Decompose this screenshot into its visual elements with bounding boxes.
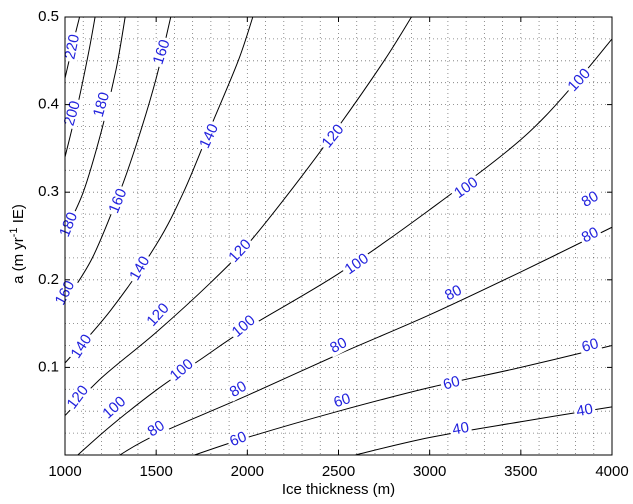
contour-label-text: 160 — [150, 38, 174, 67]
contour-label-background — [329, 389, 355, 412]
contour-label-background — [576, 186, 604, 212]
contour-label-180: 180 — [89, 88, 114, 122]
contour-label-text: 80 — [327, 334, 350, 357]
contour-label-background — [66, 329, 97, 364]
x-tick-label: 1500 — [139, 463, 172, 480]
contour-label-text: 220 — [61, 33, 83, 61]
contour-label-background — [439, 372, 464, 394]
x-tick-label: 3000 — [413, 463, 446, 480]
y-tick-label: 0.1 — [38, 358, 59, 375]
contour-label-background — [577, 223, 604, 248]
contour-label-background — [339, 248, 374, 280]
x-tick-label: 2500 — [322, 463, 355, 480]
contour-label-80: 80 — [325, 333, 352, 358]
contour-label-background — [97, 391, 131, 424]
contour-label-background — [563, 63, 596, 97]
contour-label-text: 80 — [442, 282, 465, 305]
contour-label-60: 60 — [439, 372, 464, 394]
contour-label-60: 60 — [577, 334, 603, 357]
y-axis-title-tail: IE) — [10, 204, 27, 227]
contour-label-60: 60 — [225, 427, 252, 451]
contour-label-text: 60 — [227, 428, 249, 450]
contour-line-200 — [64, 16, 96, 158]
y-axis-title-base: a (m yr — [10, 237, 27, 284]
axes: 1000 1500 2000 2500 3000 3500 4000 0.1 0.2 0.3 0.4… — [38, 8, 629, 480]
contour-line-100 — [77, 38, 613, 456]
contour-label-text: 40 — [575, 401, 594, 421]
y-axis-title: a (m yr-1 IE) — [8, 204, 27, 284]
contour-label-text: 80 — [145, 417, 168, 440]
contour-label-100: 100 — [97, 391, 131, 424]
contour-label-160: 160 — [149, 35, 174, 69]
y-tick-label: 0.5 — [38, 8, 59, 25]
contour-label-background — [125, 251, 155, 286]
contour-label-background — [440, 280, 467, 305]
contour-label-background — [165, 354, 199, 386]
contour-label-background — [449, 172, 483, 203]
contour-label-background — [317, 119, 349, 153]
contour-label-40: 40 — [448, 419, 473, 439]
x-axis-title: Ice thickness (m) — [282, 481, 395, 498]
contour-label-background — [142, 416, 170, 442]
contour-label-background — [142, 298, 174, 332]
contour-label-background — [195, 119, 223, 154]
contour-label-40: 40 — [572, 400, 597, 421]
x-tick-label: 2000 — [231, 463, 264, 480]
contour-label-220: 220 — [61, 30, 84, 64]
contour-label-background — [572, 400, 597, 421]
y-tick-label: 0.3 — [38, 183, 59, 200]
y-tick-label: 0.2 — [38, 271, 59, 288]
contour-label-text: 180 — [90, 90, 113, 119]
contour-label-background — [61, 30, 84, 64]
contour-label-80: 80 — [225, 376, 252, 402]
contour-label-background — [89, 88, 114, 122]
contour-label-background — [225, 376, 252, 402]
contour-label-text: 60 — [441, 373, 462, 394]
contour-line-160 — [64, 16, 172, 302]
contour-label-background — [104, 184, 131, 218]
contour-label-text: 80 — [579, 224, 602, 247]
contour-label-80: 80 — [576, 186, 604, 212]
y-tick-label: 0.4 — [38, 96, 59, 113]
contour-label-text: 80 — [579, 188, 602, 211]
contour-label-text: 40 — [451, 419, 470, 439]
y-axis-title-sup: -1 — [8, 227, 20, 237]
contour-label-80: 80 — [142, 416, 170, 442]
contour-label-background — [55, 207, 82, 242]
contour-label-80: 80 — [577, 223, 604, 248]
contour-label-text: 80 — [227, 378, 250, 401]
contour-label-text: 60 — [332, 390, 353, 411]
contour-line-40 — [354, 406, 613, 456]
contour-line-140 — [64, 16, 254, 364]
contour-label-background — [577, 334, 603, 357]
contour-label-background — [224, 234, 257, 268]
contour-label-background — [325, 333, 352, 358]
contour-label-80: 80 — [440, 280, 467, 305]
contour-label-background — [149, 35, 174, 69]
contour-label-background — [225, 427, 252, 451]
contour-label-60: 60 — [329, 389, 355, 412]
x-tick-label: 4000 — [595, 463, 628, 480]
x-tick-label: 3500 — [504, 463, 537, 480]
x-tick-label: 1000 — [48, 463, 81, 480]
contour-line-180 — [64, 16, 126, 232]
contour-label-background — [227, 310, 261, 342]
contour-label-text: 200 — [61, 99, 84, 128]
contour-label-background — [62, 380, 94, 414]
contour-label-text: 60 — [580, 335, 601, 356]
contour-label-background — [448, 419, 473, 439]
